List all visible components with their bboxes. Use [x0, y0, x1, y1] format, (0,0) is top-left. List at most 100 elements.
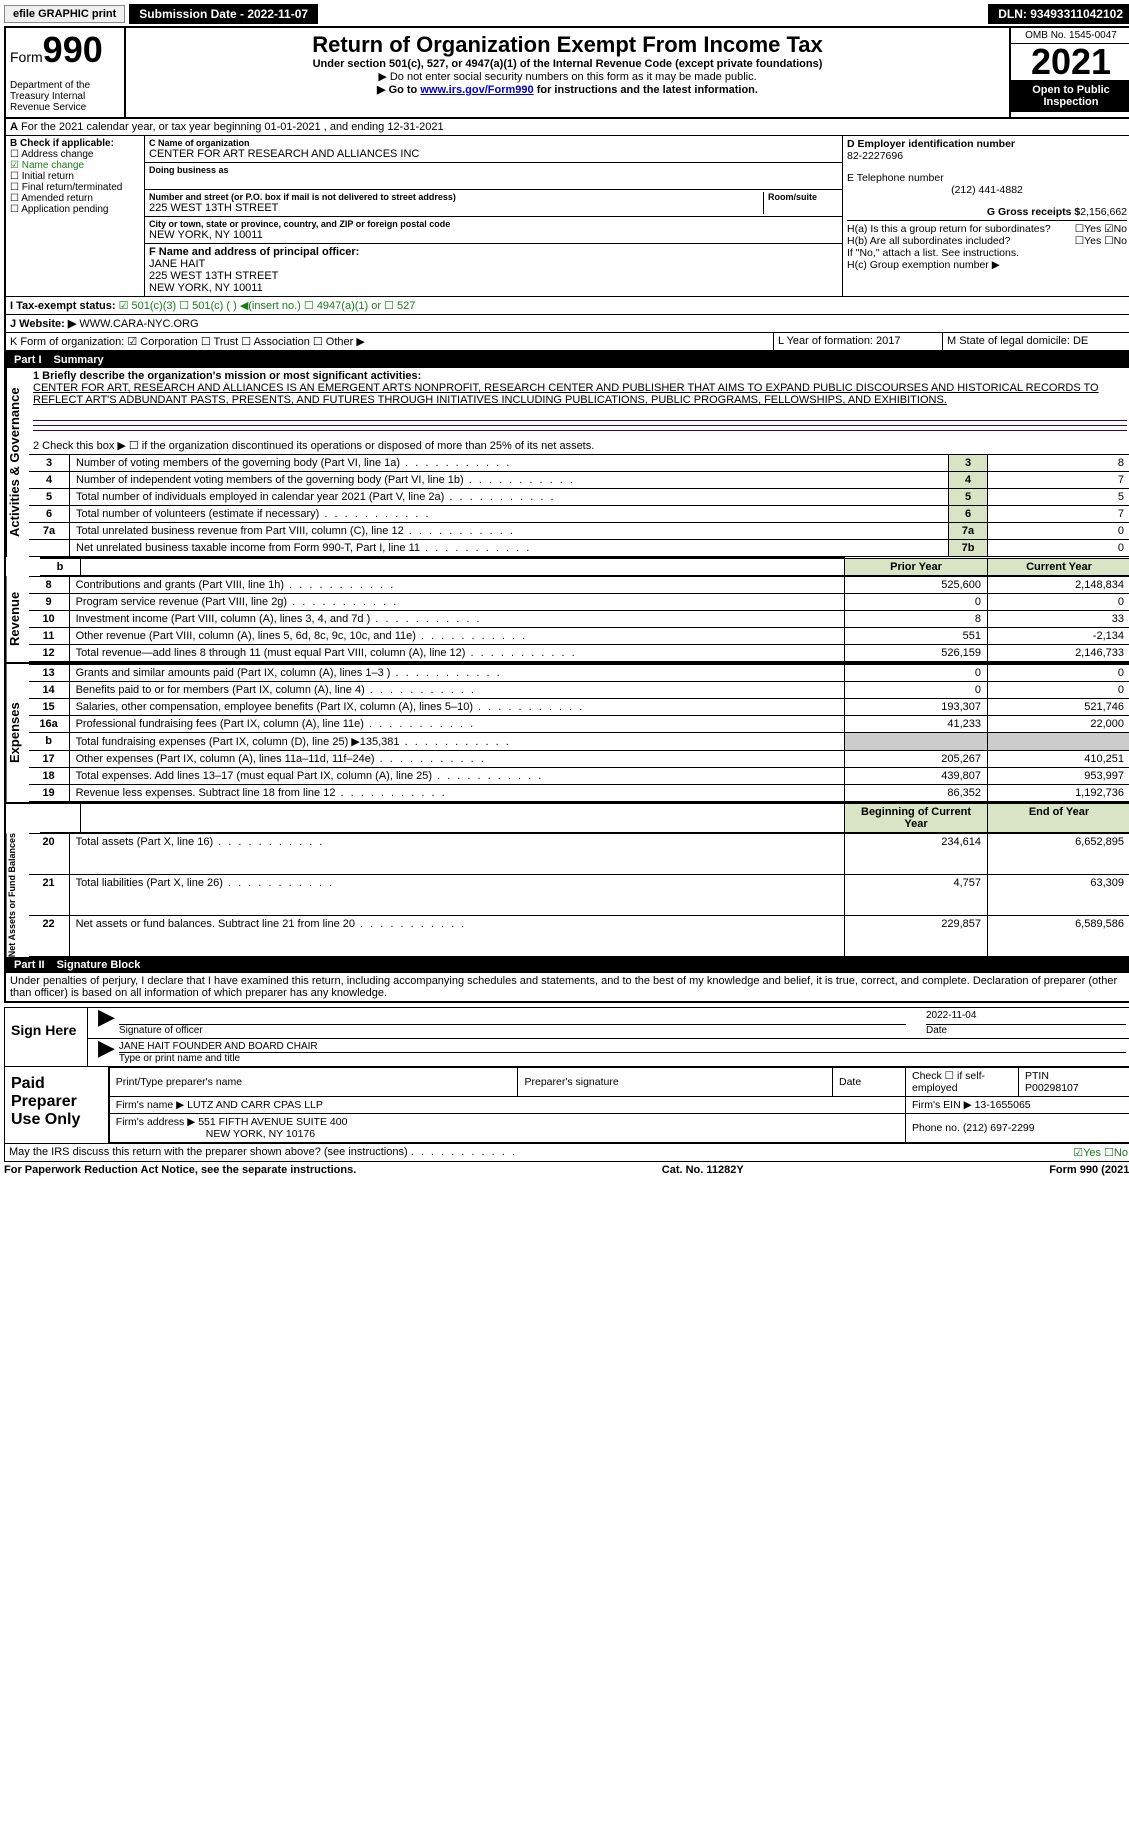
website-row: J Website: ▶ WWW.CARA-NYC.ORG: [6, 315, 1129, 332]
label-ha: H(a) Is this a group return for subordin…: [847, 223, 1051, 235]
revenue-table: 8Contributions and grants (Part VIII, li…: [29, 576, 1129, 662]
label-street: Number and street (or P.O. box if mail i…: [149, 192, 763, 202]
hb-answer: ☐Yes ☐No: [1075, 235, 1127, 247]
label-dba: Doing business as: [149, 165, 838, 175]
prior-curr-header-table: b Prior Year Current Year: [6, 557, 1129, 576]
org-name: CENTER FOR ART RESEARCH AND ALLIANCES IN…: [149, 148, 838, 160]
sig-date-label: Date: [926, 1025, 1126, 1036]
tax-year: 2021: [1011, 44, 1129, 80]
ssn-note: ▶ Do not enter social security numbers o…: [134, 70, 1001, 83]
current-year-header: Current Year: [988, 558, 1129, 576]
sig-officer-label: Signature of officer: [119, 1025, 906, 1036]
firm-name-cell: Firm's name ▶ LUTZ AND CARR CPAS LLP: [109, 1097, 905, 1114]
label-officer: F Name and address of principal officer:: [149, 246, 359, 258]
firm-addr-cell: Firm's address ▶ 551 FIFTH AVENUE SUITE …: [109, 1114, 905, 1143]
goto-note: ▶ Go to www.irs.gov/Form990 for instruct…: [134, 83, 1001, 96]
label-room: Room/suite: [768, 192, 838, 202]
checklist-b: B Check if applicable: ☐ Address change …: [6, 136, 145, 296]
title-box: Return of Organization Exempt From Incom…: [126, 28, 1009, 117]
cat-no: Cat. No. 11282Y: [662, 1164, 744, 1176]
ein: 82-2227696: [847, 150, 1127, 162]
website: WWW.CARA-NYC.ORG: [79, 318, 198, 330]
check-final: ☐ Final return/terminated: [10, 182, 140, 193]
year-formation: L Year of formation: 2017: [773, 333, 942, 350]
mission-block: 1 Briefly describe the organization's mi…: [29, 368, 1129, 437]
label-phone: E Telephone number: [847, 172, 1127, 184]
prep-sig-header: Preparer's signature: [518, 1068, 833, 1097]
form-title: Return of Organization Exempt From Incom…: [134, 32, 1001, 58]
irs-link[interactable]: www.irs.gov/Form990: [420, 84, 533, 96]
line-a: A For the 2021 calendar year, or tax yea…: [6, 119, 1129, 136]
paid-preparer-label: Paid Preparer Use Only: [5, 1067, 109, 1143]
form-number: 990: [43, 29, 103, 70]
ha-answer: ☐Yes ☑No: [1075, 223, 1127, 235]
end-year-header: End of Year: [988, 803, 1129, 833]
label-gross: G Gross receipts $: [987, 206, 1080, 218]
sidebar-net-assets: Net Assets or Fund Balances: [6, 833, 29, 957]
part1-header: Part I Summary: [6, 352, 1129, 368]
label-org-name: C Name of organization: [149, 138, 838, 148]
checklist-header: B Check if applicable:: [10, 138, 114, 149]
officer-name: JANE HAIT: [149, 258, 205, 270]
prior-year-header: Prior Year: [845, 558, 988, 576]
sign-here-label: Sign Here: [5, 1008, 88, 1066]
check-pending: ☐ Application pending: [10, 204, 140, 215]
check-amended: ☐ Amended return: [10, 193, 140, 204]
discuss-row: May the IRS discuss this return with the…: [4, 1144, 1129, 1162]
label-hb: H(b) Are all subordinates included?: [847, 235, 1010, 247]
declaration-text: Under penalties of perjury, I declare th…: [6, 973, 1129, 1001]
check-initial: ☐ Initial return: [10, 171, 140, 182]
org-city: NEW YORK, NY 10011: [149, 229, 838, 241]
firm-phone-cell: Phone no. (212) 697-2299: [906, 1114, 1129, 1143]
form-footer: Form 990 (2021): [1049, 1164, 1129, 1176]
sidebar-revenue: Revenue: [6, 576, 29, 662]
part2-header: Part II Signature Block: [6, 957, 1129, 973]
label-ein: D Employer identification number: [847, 138, 1015, 150]
sig-date: 2022-11-04: [926, 1010, 1126, 1025]
check-address: ☐ Address change: [10, 149, 140, 160]
mission-text: CENTER FOR ART, RESEARCH AND ALLIANCES I…: [33, 382, 1099, 406]
arrow-icon: ▶: [94, 1010, 119, 1036]
governance-table: 3Number of voting members of the governi…: [29, 454, 1129, 557]
dln-number: DLN: 93493311042102: [988, 4, 1129, 24]
net-assets-table: 20Total assets (Part X, line 16)234,6146…: [29, 833, 1129, 957]
prep-check-header: Check ☐ if self-employed: [906, 1068, 1019, 1097]
org-info: C Name of organization CENTER FOR ART RE…: [145, 136, 842, 296]
officer-addr1: 225 WEST 13TH STREET: [149, 270, 278, 282]
phone: (212) 441-4882: [847, 184, 1127, 196]
label-hc: H(c) Group exemption number ▶: [847, 259, 1000, 271]
ptin-cell: PTINP00298107: [1019, 1068, 1129, 1097]
check-name: ☑ Name change: [10, 160, 140, 171]
submission-date: Submission Date - 2022-11-07: [129, 4, 318, 24]
discuss-answer: ☑Yes ☐No: [1073, 1146, 1128, 1159]
form-subtitle: Under section 501(c), 527, or 4947(a)(1)…: [134, 58, 1001, 70]
signature-block: Sign Here ▶ Signature of officer 2022-11…: [4, 1007, 1129, 1067]
form-label: Form: [10, 49, 43, 65]
sig-name-label: Type or print name and title: [119, 1053, 1126, 1064]
open-public-badge: Open to Public Inspection: [1011, 80, 1129, 112]
state-domicile: M State of legal domicile: DE: [942, 333, 1129, 350]
line-2: 2 Check this box ▶ ☐ if the organization…: [29, 437, 1129, 454]
org-street: 225 WEST 13TH STREET: [149, 202, 763, 214]
sig-name: JANE HAIT FOUNDER AND BOARD CHAIR: [119, 1041, 1126, 1053]
right-info: D Employer identification number 82-2227…: [842, 136, 1129, 296]
prep-name-header: Print/Type preparer's name: [109, 1068, 518, 1097]
dept-treasury: Department of the Treasury Internal Reve…: [10, 80, 120, 113]
form-number-box: Form990 Department of the Treasury Inter…: [6, 28, 126, 117]
arrow-icon: ▶: [94, 1041, 119, 1064]
efile-badge: efile GRAPHIC print: [4, 5, 125, 23]
label-city: City or town, state or province, country…: [149, 219, 838, 229]
prep-date-header: Date: [833, 1068, 906, 1097]
form-of-org: K Form of organization: ☑ Corporation ☐ …: [6, 333, 773, 350]
beginning-year-header: Beginning of Current Year: [845, 803, 988, 833]
officer-addr2: NEW YORK, NY 10011: [149, 282, 263, 294]
net-header-table: Beginning of Current Year End of Year: [6, 802, 1129, 833]
paperwork-footer: For Paperwork Reduction Act Notice, see …: [4, 1162, 1129, 1178]
year-box: OMB No. 1545-0047 2021 Open to Public In…: [1009, 28, 1129, 117]
paid-preparer-block: Paid Preparer Use Only Print/Type prepar…: [4, 1067, 1129, 1144]
sidebar-governance: Activities & Governance: [6, 368, 29, 557]
gross-receipts: 2,156,662: [1080, 206, 1127, 218]
sidebar-expenses: Expenses: [6, 664, 29, 802]
firm-ein-cell: Firm's EIN ▶ 13-1655065: [906, 1097, 1129, 1114]
tax-exempt-status: I Tax-exempt status: ☑ 501(c)(3) ☐ 501(c…: [6, 297, 1129, 314]
